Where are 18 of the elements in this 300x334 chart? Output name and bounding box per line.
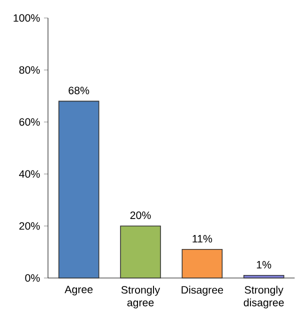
y-tick-label: 40% [19,170,40,178]
bar [58,100,100,278]
y-tick-label: 60% [19,118,40,126]
x-tick-label: Agree [64,286,93,296]
data-label: 1% [256,261,272,268]
y-tick-label: 80% [19,66,40,74]
y-tick-label: 0% [25,274,40,282]
bar [120,226,161,278]
x-tick-label: Strongly agree [121,286,160,308]
data-label: 20% [130,212,151,220]
y-tick-label: 100% [14,14,40,22]
bar [243,274,284,278]
data-label: 68% [68,86,90,94]
x-tick-label: Strongly disagree [244,286,284,308]
y-tick-label: 20% [19,222,40,230]
data-label: 11% [192,235,212,242]
bar [182,249,223,278]
x-tick-label: Disagree [182,286,224,296]
